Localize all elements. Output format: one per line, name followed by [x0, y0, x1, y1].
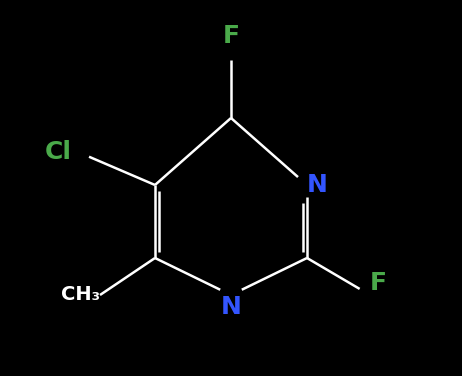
Text: Cl: Cl — [45, 140, 72, 164]
Text: CH₃: CH₃ — [61, 285, 100, 305]
Text: F: F — [223, 24, 239, 48]
Text: F: F — [370, 271, 387, 295]
Text: N: N — [220, 295, 242, 319]
Text: N: N — [307, 173, 328, 197]
